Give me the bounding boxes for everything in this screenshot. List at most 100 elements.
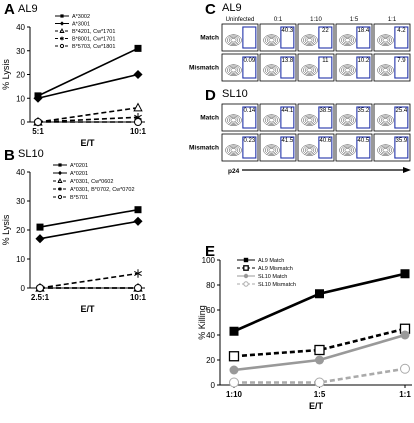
panel-e-ytick-label: 0 — [211, 381, 216, 390]
panel-d-contour — [265, 115, 278, 125]
panel-d-contour — [342, 146, 353, 154]
panel-b-legend-label: A*0201 — [70, 163, 88, 169]
panel-a-legend-label: B*4201, Cw*1701 — [72, 29, 115, 35]
panel-c-contour — [342, 36, 353, 44]
panel-c-contour — [306, 38, 313, 43]
panel-e-xlabel: E/T — [309, 401, 324, 411]
panel-b-series-1-line — [39, 208, 139, 228]
panel-c-contour — [266, 36, 277, 44]
panel-b-legend-marker — [57, 170, 63, 176]
panel-a-series-1-point — [134, 44, 142, 52]
panel-d-flow-plot — [297, 133, 335, 162]
panel-e-letter: E — [205, 243, 215, 260]
panel-a-series-1-line — [37, 47, 139, 97]
panel-b-title: SL10 — [18, 148, 44, 160]
panel-d-gate — [280, 106, 295, 129]
panel-d-gate — [242, 106, 257, 129]
panel-e-series-2-point — [314, 344, 325, 356]
panel-a-legend-marker — [59, 28, 65, 33]
panel-c-flow-plot — [259, 53, 297, 82]
panel-b-series-1-point — [134, 206, 142, 214]
panel-d-contour — [379, 115, 392, 125]
panel-d-contour — [265, 145, 278, 155]
panel-c-flow-plot — [335, 53, 373, 82]
panel-e-legend-marker — [243, 265, 249, 271]
panel-c-column-header: Uninfected — [226, 17, 255, 23]
panel-c-gate — [394, 56, 409, 79]
panel-c-contour — [228, 36, 239, 44]
panel-b-legend-marker — [57, 194, 63, 200]
panel-a-legend-marker — [60, 36, 64, 41]
panel-c-gate-value: 10.2 — [358, 58, 370, 64]
panel-d-contour — [306, 118, 313, 123]
panel-c-contour — [228, 66, 239, 74]
panel-c-contour — [263, 34, 280, 46]
panel-d-flow-plot — [259, 133, 297, 162]
panel-a-letter: A — [4, 1, 15, 18]
panel-e-ytick-label: 80 — [206, 281, 215, 290]
panel-d-gate — [242, 136, 257, 159]
panel-d-gate-value: 35.2 — [358, 108, 370, 114]
panel-c-contour — [268, 68, 275, 73]
panel-c-contour — [380, 36, 391, 44]
panel-b-xtick-label: 2.5:1 — [31, 293, 50, 302]
panel-d-contour — [263, 114, 280, 126]
panel-e-legend-label: AL9 Mismatch — [258, 266, 293, 272]
panel-c-contour — [225, 34, 242, 46]
panel-d-contour — [339, 114, 356, 126]
panel-d-contour — [342, 116, 353, 124]
panel-d-flow-plot — [335, 133, 373, 162]
panel-d-contour — [228, 116, 239, 124]
panel-d-contour — [303, 115, 316, 125]
panel-d-contour — [230, 118, 237, 123]
panel-d-contour — [225, 144, 242, 156]
panel-c-contour — [379, 35, 392, 45]
panel-c-flow-plot — [259, 23, 297, 52]
panel-c-flow-plot — [373, 53, 411, 82]
panel-d-gate-value: 44.1 — [282, 108, 294, 114]
panel-b-legend-marker-stroke — [58, 187, 62, 191]
panel-c-contour — [380, 66, 391, 74]
panel-c-contour — [339, 34, 356, 46]
panel-c-contour — [230, 68, 237, 73]
panel-e-xtick-label: 1:5 — [314, 390, 326, 399]
panel-a-legend-label: A*3001 — [72, 22, 90, 28]
panel-e-ytick-label: 20 — [206, 356, 215, 365]
panel-b-ytick-label: 40 — [16, 168, 25, 177]
panel-b-ytick-label: 20 — [16, 226, 25, 235]
panel-c-contour — [304, 66, 315, 74]
panel-a-legend-label: A*3002 — [72, 14, 90, 20]
panel-c-contour — [225, 64, 242, 76]
panel-a-xtick-label: 5:1 — [32, 127, 44, 136]
panel-d-contour — [377, 144, 394, 156]
panel-d-contour — [227, 145, 240, 155]
panel-e-series-1-point — [400, 269, 410, 279]
panel-c-contour — [263, 64, 280, 76]
panel-c-flow-plot — [297, 23, 335, 52]
panel-c-column-header: 1:1 — [388, 17, 397, 23]
panel-e-series-4-point — [400, 363, 410, 374]
panel-c-gate — [394, 26, 409, 49]
panel-b-ytick-label: 30 — [16, 197, 25, 206]
panel-a-title: AL9 — [18, 3, 38, 15]
panel-c-contour — [382, 68, 389, 73]
panel-e-xtick-label: 1:1 — [399, 390, 411, 399]
panel-d-gate-value: 0.14 — [244, 108, 256, 114]
panel-e-series-3-point — [315, 355, 324, 365]
panel-e-ytick-label: 60 — [206, 306, 215, 315]
panel-d-gate — [394, 136, 409, 159]
panel-e-legend-marker — [243, 257, 249, 263]
panel-e-ylabel: % Killing — [197, 305, 207, 340]
panel-c-gate-value: 22 — [322, 28, 329, 34]
panel-a-ytick-label: 40 — [16, 23, 25, 32]
panel-b-legend-label: A*0301, B*0702, Cw*0702 — [70, 187, 135, 193]
panel-d-flow-plot — [259, 103, 297, 132]
panel-b-series-5-point — [134, 284, 142, 292]
panel-d-contour — [301, 114, 318, 126]
panel-a-legend-marker — [59, 43, 65, 49]
panel-c-gate-value: 7.9 — [397, 58, 406, 64]
panel-c-column-header: 1:5 — [350, 17, 359, 23]
panel-d-gate-value: 38.5 — [320, 108, 332, 114]
panel-d-gate — [356, 106, 371, 129]
